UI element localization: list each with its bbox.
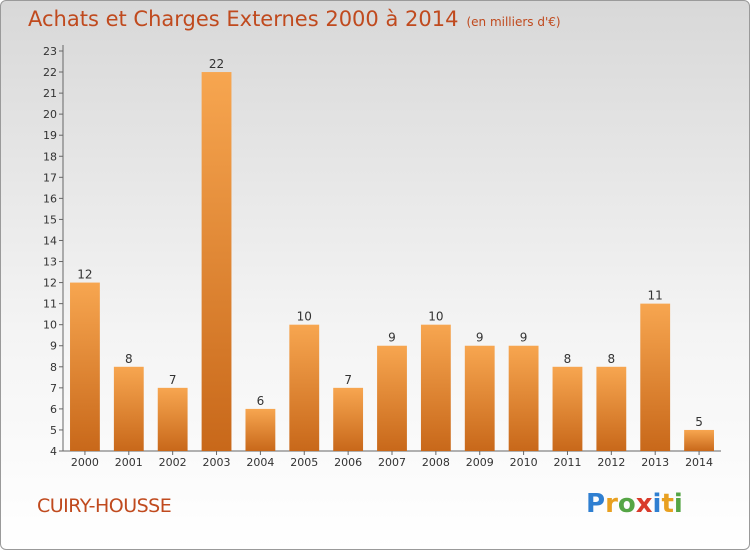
chart-bars xyxy=(70,72,714,451)
y-tick-label: 21 xyxy=(43,87,57,100)
proxiti-logo: Proxiti xyxy=(586,489,683,519)
chart-title: Achats et Charges Externes 2000 à 2014 (e… xyxy=(28,7,561,31)
y-tick-label: 11 xyxy=(43,298,57,311)
bar-2004 xyxy=(245,408,276,451)
y-tick-label: 23 xyxy=(43,45,57,58)
value-label: 12 xyxy=(77,268,92,282)
chart-title-text: Achats et Charges Externes 2000 à 2014 xyxy=(28,7,459,31)
x-tick-label: 2014 xyxy=(685,456,713,469)
y-tick-label: 6 xyxy=(50,403,57,416)
value-label: 8 xyxy=(608,352,616,366)
logo-letter: i xyxy=(652,489,662,519)
y-tick-label: 18 xyxy=(43,150,57,163)
value-label: 9 xyxy=(388,331,396,345)
chart-unit: (en milliers d'€) xyxy=(466,15,561,29)
value-label: 11 xyxy=(648,289,663,303)
x-tick-label: 2005 xyxy=(290,456,318,469)
logo-letter: i xyxy=(673,489,683,519)
bar-2006 xyxy=(333,387,364,451)
value-label: 8 xyxy=(125,352,133,366)
bar-2005 xyxy=(289,324,320,451)
x-tick-label: 2004 xyxy=(246,456,274,469)
x-tick-label: 2000 xyxy=(71,456,99,469)
y-tick-label: 12 xyxy=(43,277,57,290)
y-tick-label: 17 xyxy=(43,171,57,184)
x-tick-label: 2012 xyxy=(597,456,625,469)
y-tick-label: 15 xyxy=(43,213,57,226)
y-tick-label: 20 xyxy=(43,108,57,121)
x-tick-label: 2003 xyxy=(203,456,231,469)
x-tick-label: 2001 xyxy=(115,456,143,469)
x-tick-label: 2002 xyxy=(159,456,187,469)
bar-2011 xyxy=(552,366,583,451)
y-tick-label: 5 xyxy=(50,424,57,437)
value-label: 7 xyxy=(169,373,177,387)
commune-name: CUIRY-HOUSSE xyxy=(37,495,172,517)
value-label: 10 xyxy=(297,310,312,324)
y-tick-label: 9 xyxy=(50,340,57,353)
y-tick-label: 16 xyxy=(43,192,57,205)
logo-letter: r xyxy=(605,489,618,519)
bar-2012 xyxy=(596,366,627,451)
bar-2009 xyxy=(464,345,495,451)
bar-2010 xyxy=(508,345,539,451)
bar-2007 xyxy=(377,345,407,451)
y-tick-label: 14 xyxy=(43,234,57,247)
x-tick-label: 2010 xyxy=(510,456,538,469)
y-tick-label: 7 xyxy=(50,382,57,395)
value-label: 6 xyxy=(257,394,265,408)
y-tick-label: 10 xyxy=(43,319,57,332)
logo-letter: t xyxy=(661,489,674,519)
y-tick-label: 8 xyxy=(50,361,57,374)
logo-letter: P xyxy=(586,489,606,519)
logo-letter: o xyxy=(617,489,636,519)
value-label: 5 xyxy=(695,415,703,429)
x-tick-label: 2011 xyxy=(553,456,581,469)
x-tick-label: 2009 xyxy=(466,456,494,469)
value-label: 9 xyxy=(520,331,528,345)
x-tick-label: 2006 xyxy=(334,456,362,469)
x-tick-label: 2008 xyxy=(422,456,450,469)
bar-2000 xyxy=(70,282,100,451)
value-label: 9 xyxy=(476,331,484,345)
x-tick-label: 2013 xyxy=(641,456,669,469)
value-label: 22 xyxy=(209,57,224,71)
value-label: 8 xyxy=(564,352,572,366)
value-label: 7 xyxy=(344,373,352,387)
y-tick-label: 4 xyxy=(50,445,57,458)
bar-2002 xyxy=(157,387,188,451)
bar-2003 xyxy=(201,72,232,451)
x-tick-label: 2007 xyxy=(378,456,406,469)
chart-labels: 2000 12 2001 8 2002 7 2003 22 2004 6 2005 10 2006 7 20… xyxy=(71,57,713,469)
bar-2013 xyxy=(640,303,671,451)
bar-2008 xyxy=(420,324,451,451)
y-tick-label: 13 xyxy=(43,256,57,269)
value-label: 10 xyxy=(428,310,443,324)
y-tick-label: 19 xyxy=(43,129,57,142)
y-tick-label: 22 xyxy=(43,66,57,79)
bar-2001 xyxy=(113,366,144,451)
bar-2014 xyxy=(684,429,714,451)
logo-letter: x xyxy=(635,489,653,519)
